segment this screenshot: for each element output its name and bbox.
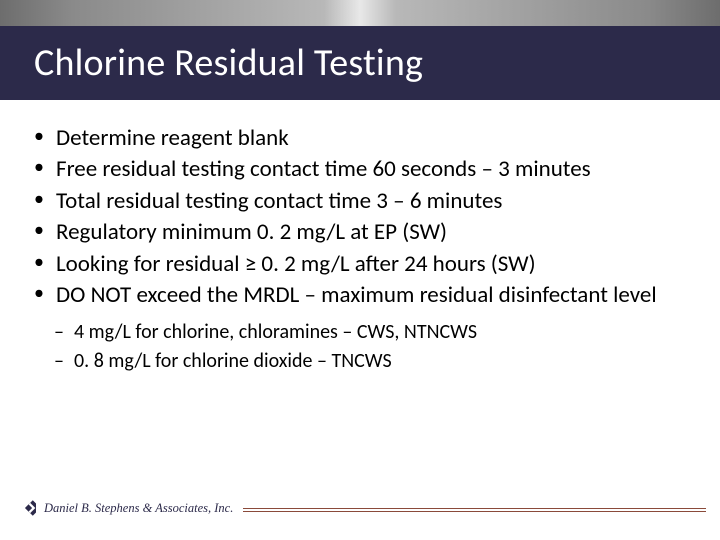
bullet-item: Regulatory minimum 0. 2 mg/L at EP (SW) xyxy=(28,218,700,247)
sub-bullet-item: 4 mg/L for chlorine, chloramines – CWS, … xyxy=(28,319,700,346)
company-name: Daniel B. Stephens & Associates, Inc. xyxy=(44,501,233,516)
slide-title: Chlorine Residual Testing xyxy=(34,40,720,86)
bullet-item: Looking for residual ≥ 0. 2 mg/L after 2… xyxy=(28,250,700,279)
slide: Chlorine Residual Testing Determine reag… xyxy=(0,0,720,540)
title-band: Chlorine Residual Testing xyxy=(0,26,720,100)
top-gradient-bar xyxy=(0,0,720,26)
bullet-item: DO NOT exceed the MRDL – maximum residua… xyxy=(28,281,700,310)
sub-bullet-list: 4 mg/L for chlorine, chloramines – CWS, … xyxy=(28,319,700,375)
footer: Daniel B. Stephens & Associates, Inc. xyxy=(14,494,706,522)
bullet-item: Determine reagent blank xyxy=(28,124,700,153)
footer-rule xyxy=(243,508,706,509)
bullet-list: Determine reagent blank Free residual te… xyxy=(28,124,700,311)
sub-bullet-item: 0. 8 mg/L for chlorine dioxide – TNCWS xyxy=(28,348,700,375)
bullet-item: Total residual testing contact time 3 – … xyxy=(28,187,700,216)
content-area: Determine reagent blank Free residual te… xyxy=(0,100,720,375)
company-logo-icon xyxy=(14,497,36,519)
bullet-item: Free residual testing contact time 60 se… xyxy=(28,155,700,184)
